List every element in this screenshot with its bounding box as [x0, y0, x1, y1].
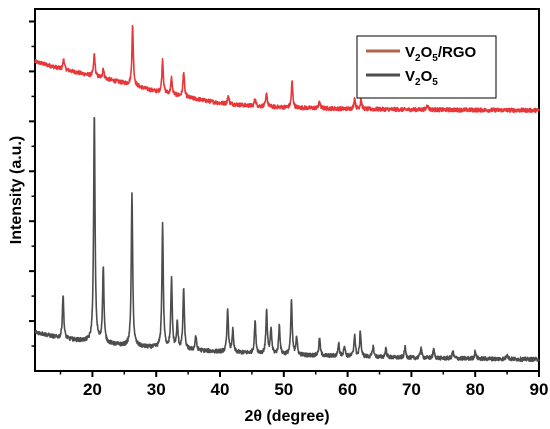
x-tick-label-90: 90	[530, 380, 549, 399]
legend-box	[356, 35, 497, 99]
legend: V2O5/RGO V2O5	[356, 35, 497, 99]
series-layer	[34, 24, 540, 363]
x-tick-label-20: 20	[83, 380, 102, 399]
series-line-v2o5	[34, 116, 540, 363]
x-tick-label-70: 70	[402, 380, 421, 399]
x-tick-labels: 20 30 40 50 60 70 80 90	[83, 380, 549, 399]
x-axis-title: 2θ (degree)	[244, 408, 329, 425]
legend-label-v2o5: V2O5	[405, 68, 438, 88]
series-line-v2o5-rgo	[34, 24, 540, 114]
axis-ticks	[29, 20, 540, 377]
y-axis-title: Intensity (a.u.)	[8, 136, 25, 244]
x-tick-label-50: 50	[274, 380, 293, 399]
x-tick-label-60: 60	[338, 380, 357, 399]
plot-frame	[34, 8, 540, 372]
x-tick-label-80: 80	[466, 380, 485, 399]
x-tick-label-30: 30	[147, 380, 166, 399]
x-tick-label-40: 40	[211, 380, 230, 399]
legend-label-v2o5-rgo: V2O5/RGO	[405, 44, 476, 64]
